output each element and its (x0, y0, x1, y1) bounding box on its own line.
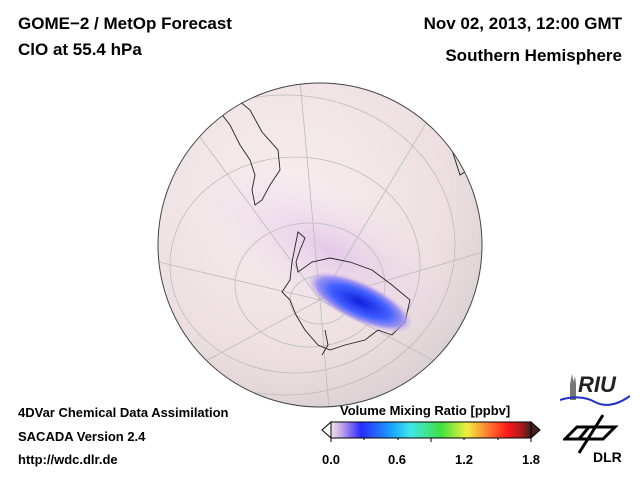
colorbar-max-arrow (530, 420, 541, 440)
riu-logo-text: RIU (578, 372, 616, 397)
clo-haze (194, 161, 466, 339)
map-title: GOME−2 / MetOp Forecast (18, 14, 232, 33)
version-label: SACADA Version 2.4 (18, 429, 146, 444)
colorbar-min-arrow (321, 420, 332, 440)
colorbar (321, 420, 541, 442)
clo-maximum (306, 271, 414, 333)
riu-logo: RIU (560, 370, 630, 406)
colorbar-label: Volume Mixing Ratio [ppbv] (340, 403, 511, 418)
assimilation-label: 4DVar Chemical Data Assimilation (18, 405, 229, 420)
colorbar-tick: 0.0 (321, 452, 341, 467)
colorbar-tick: 0.6 (387, 452, 407, 467)
colorbar-tick: 1.8 (521, 452, 541, 467)
forecast-datetime: Nov 02, 2013, 12:00 GMT (423, 14, 622, 33)
website-link[interactable]: http://wdc.dlr.de (18, 452, 118, 467)
colorbar-tick: 1.2 (454, 452, 474, 467)
dlr-logo-text: DLR (593, 449, 622, 465)
dlr-logo: DLR (563, 413, 623, 468)
map-subtitle: ClO at 55.4 hPa (18, 40, 142, 59)
region-label: Southern Hemisphere (445, 46, 622, 65)
